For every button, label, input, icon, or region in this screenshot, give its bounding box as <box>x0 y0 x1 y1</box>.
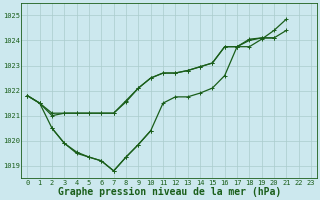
X-axis label: Graphe pression niveau de la mer (hPa): Graphe pression niveau de la mer (hPa) <box>58 187 281 197</box>
